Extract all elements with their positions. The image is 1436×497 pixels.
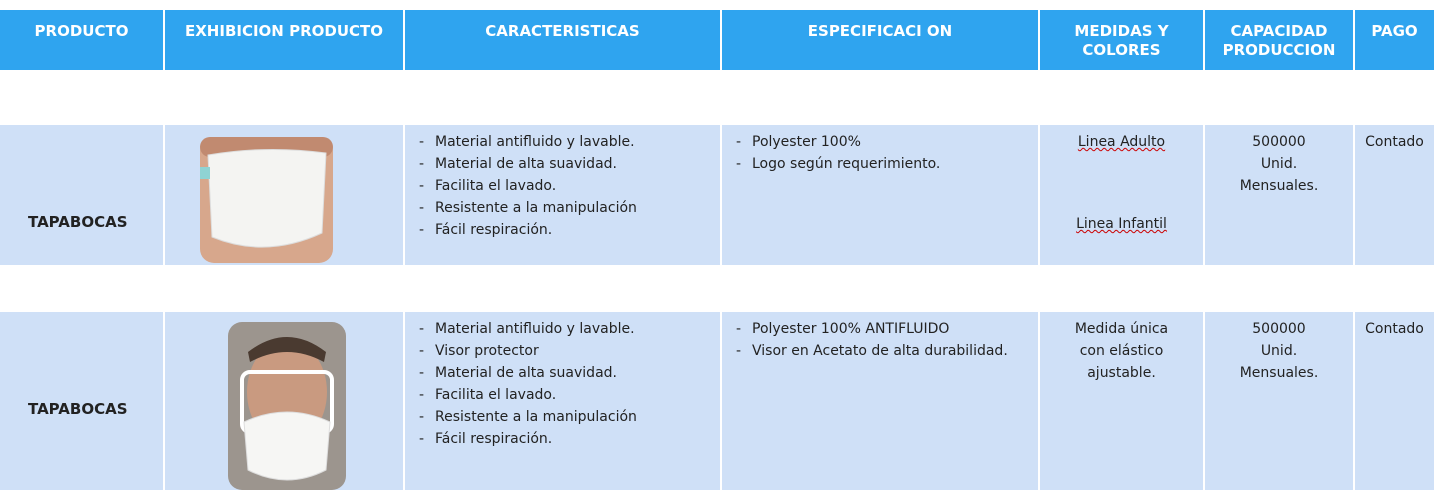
caracteristicas-cell: Material antifluido y lavable.Material d…	[405, 125, 722, 265]
especificacion-item: Visor en Acetato de alta durabilidad.	[730, 340, 1024, 362]
header-cell: ESPECIFICACI ON	[722, 10, 1040, 70]
caracteristicas-item: Material antifluido y lavable.	[413, 131, 706, 153]
pago: Contado	[1365, 321, 1424, 337]
medidas-cell: Linea Adulto Linea Infantil	[1040, 125, 1205, 265]
especificacion-list: Polyester 100% ANTIFLUIDOVisor en Acetat…	[730, 318, 1024, 362]
header-cell: CARACTERISTICAS	[405, 10, 722, 70]
especificacion-cell: Polyester 100%Logo según requerimiento.	[722, 125, 1040, 265]
capacidad-cell: 500000 Unid. Mensuales.	[1205, 125, 1355, 265]
medida: Medida única	[1074, 321, 1169, 337]
caracteristicas-cell: Material antifluido y lavable.Visor prot…	[405, 312, 722, 490]
medida: ajustable.	[1087, 365, 1156, 381]
product-image	[200, 137, 333, 270]
header-cell: EXHIBICION PRODUCTO	[165, 10, 405, 70]
header-cell: PRODUCTO	[0, 10, 165, 70]
medida: Linea Adulto	[1077, 134, 1166, 150]
caracteristicas-list: Material antifluido y lavable.Visor prot…	[413, 318, 706, 450]
caracteristicas-item: Facilita el lavado.	[413, 175, 706, 197]
caracteristicas-item: Resistente a la manipulación	[413, 406, 706, 428]
caracteristicas-item: Fácil respiración.	[413, 219, 706, 241]
image-cell	[165, 312, 405, 490]
medida: con elástico	[1079, 343, 1164, 359]
pago-cell: Contado	[1355, 312, 1436, 490]
especificacion-list: Polyester 100%Logo según requerimiento.	[730, 131, 1024, 175]
caracteristicas-item: Facilita el lavado.	[413, 384, 706, 406]
especificacion-item: Logo según requerimiento.	[730, 153, 1024, 175]
product-cell: TAPABOCAS	[0, 312, 165, 490]
medida: Linea Infantil	[1076, 216, 1167, 232]
product-image	[228, 322, 346, 497]
caracteristicas-item: Material antifluido y lavable.	[413, 318, 706, 340]
caracteristicas-item: Material de alta suavidad.	[413, 153, 706, 175]
especificacion-item: Polyester 100% ANTIFLUIDO	[730, 318, 1024, 340]
capacidad-line: Mensuales.	[1239, 178, 1319, 194]
capacidad-line: Unid.	[1260, 156, 1298, 172]
caracteristicas-item: Material de alta suavidad.	[413, 362, 706, 384]
image-cell	[165, 125, 405, 265]
capacidad-line: Mensuales.	[1239, 365, 1319, 381]
pago-cell: Contado	[1355, 125, 1436, 265]
caracteristicas-item: Visor protector	[413, 340, 706, 362]
especificacion-cell: Polyester 100% ANTIFLUIDOVisor en Acetat…	[722, 312, 1040, 490]
capacidad-cell: 500000 Unid. Mensuales.	[1205, 312, 1355, 490]
capacidad-line: Unid.	[1260, 343, 1298, 359]
product-cell: TAPABOCAS	[0, 125, 165, 265]
especificacion-item: Polyester 100%	[730, 131, 1024, 153]
header-cell: PAGO	[1355, 10, 1436, 70]
capacidad-line: 500000	[1252, 321, 1306, 337]
caracteristicas-item: Fácil respiración.	[413, 428, 706, 450]
header-cell: CAPACIDAD PRODUCCION	[1205, 10, 1355, 70]
medidas-cell: Medida única con elástico ajustable.	[1040, 312, 1205, 490]
product-name: TAPABOCAS	[28, 213, 128, 231]
header-cell: MEDIDAS Y COLORES	[1040, 10, 1205, 70]
product-name: TAPABOCAS	[28, 400, 128, 418]
capacidad-line: 500000	[1252, 134, 1306, 150]
caracteristicas-item: Resistente a la manipulación	[413, 197, 706, 219]
caracteristicas-list: Material antifluido y lavable.Material d…	[413, 131, 706, 241]
pago: Contado	[1365, 134, 1424, 150]
